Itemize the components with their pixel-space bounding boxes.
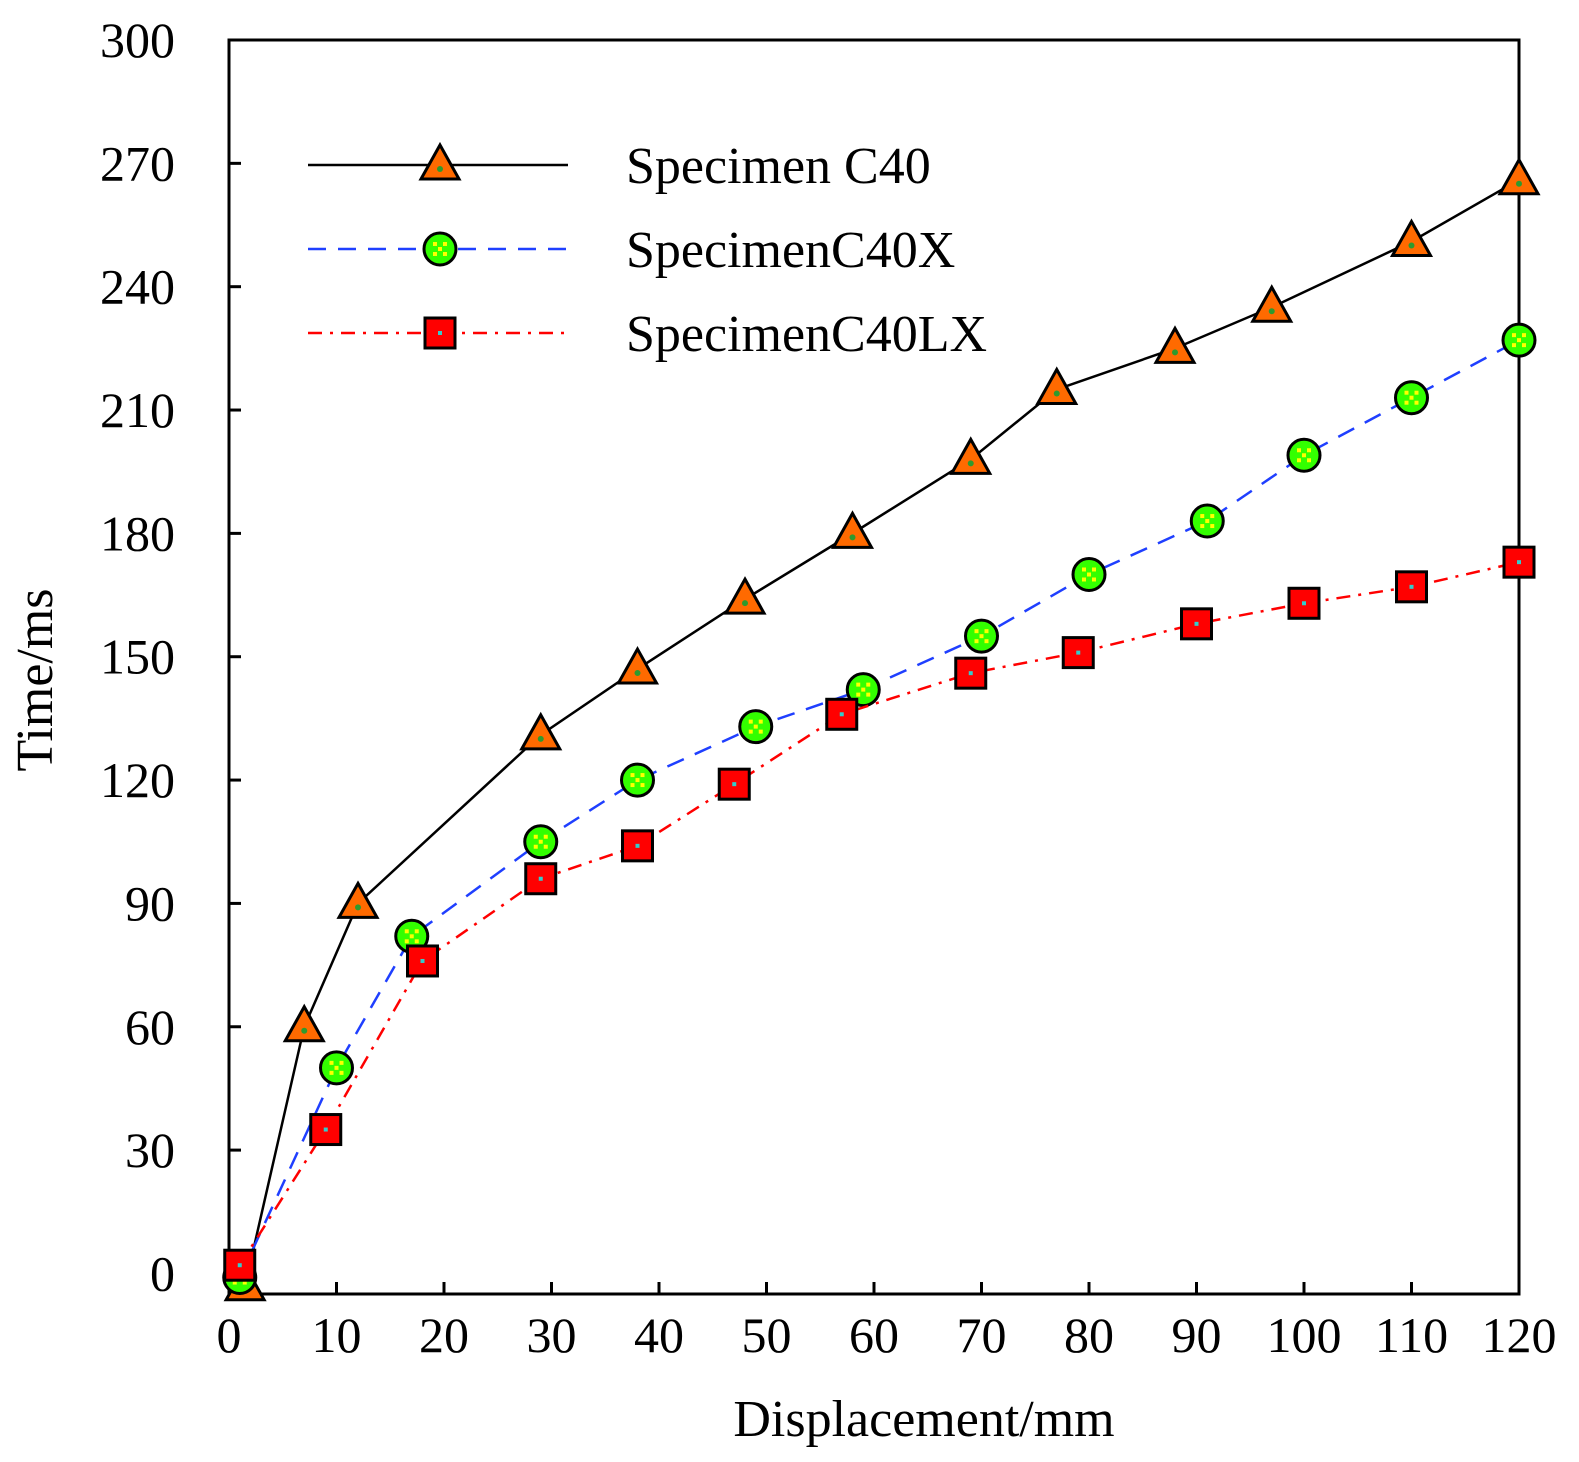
- x-tick-label-80: 80: [1064, 1307, 1114, 1363]
- series-1-point-1: [319, 1050, 354, 1086]
- y-tick-label-120: 120: [100, 752, 175, 808]
- series-1-point-8: [1071, 556, 1107, 592]
- series-0-point-5: [723, 576, 767, 615]
- y-tick-label-180: 180: [100, 505, 175, 561]
- series-0-point-11: [1389, 218, 1434, 257]
- series-2-point-4: [621, 829, 654, 863]
- series-2-point-8: [1061, 636, 1095, 670]
- series-2-point-12: [1502, 545, 1536, 579]
- series-2-point-5: [717, 767, 751, 801]
- legend-marker-1: [422, 231, 458, 267]
- legend-label-1: SpecimenC40X: [626, 222, 955, 279]
- series-1-point-3: [523, 824, 559, 860]
- series-1-point-11: [1394, 380, 1429, 416]
- x-tick-label-90: 90: [1172, 1307, 1222, 1363]
- series-line-2: [238, 560, 1520, 1266]
- y-axis-title: Time/ms: [7, 588, 64, 771]
- y-tick-label-60: 60: [125, 999, 175, 1055]
- legend-label-0: Specimen C40: [626, 138, 931, 195]
- series-0-point-7: [949, 436, 993, 475]
- x-tick-label-50: 50: [742, 1307, 792, 1363]
- series-0-point-8: [1035, 366, 1079, 405]
- legend-label-2: SpecimenC40LX: [626, 306, 987, 363]
- series-2-point-3: [524, 862, 558, 896]
- y-tick-label-240: 240: [100, 259, 175, 315]
- series-0-point-12: [1497, 156, 1541, 196]
- y-tick-label-270: 270: [100, 135, 175, 191]
- x-tick-label-20: 20: [419, 1307, 469, 1363]
- x-tick-label-0: 0: [217, 1307, 242, 1363]
- series-layer: [222, 156, 1541, 1302]
- y-tick-label-210: 210: [100, 382, 175, 438]
- legend-marker-0: [418, 141, 462, 181]
- series-1-point-6: [845, 672, 881, 708]
- y-tick-label-30: 30: [125, 1122, 175, 1178]
- y-tick-label-0: 0: [150, 1245, 175, 1301]
- series-1-point-10: [1286, 437, 1322, 473]
- series-0-point-9: [1153, 325, 1197, 364]
- series-2-point-6: [825, 697, 859, 731]
- series-0: [223, 156, 1541, 1302]
- series-1-point-5: [738, 709, 774, 745]
- y-tick-label-150: 150: [100, 629, 175, 685]
- x-tick-label-10: 10: [312, 1307, 362, 1363]
- x-tick-label-110: 110: [1375, 1307, 1448, 1363]
- y-tick-label-300: 300: [100, 12, 175, 68]
- series-0-point-1: [282, 1003, 326, 1043]
- series-line-1: [238, 339, 1520, 1279]
- legend-marker-2: [423, 316, 457, 350]
- legend-item-0: Specimen C40: [308, 138, 931, 195]
- series-2-point-10: [1287, 586, 1321, 620]
- x-axis-title: Displacement/mm: [733, 1391, 1114, 1448]
- series-2-point-9: [1180, 607, 1213, 641]
- series-1-point-7: [964, 618, 999, 654]
- series-1-point-9: [1189, 503, 1225, 539]
- series-1: [222, 322, 1537, 1296]
- series-2: [223, 545, 1536, 1282]
- series-0-point-4: [615, 645, 660, 685]
- series-2-point-2: [406, 944, 439, 978]
- series-0-point-2: [336, 880, 380, 919]
- series-1-point-4: [620, 762, 655, 798]
- series-0-point-10: [1250, 284, 1294, 323]
- x-tick-label-30: 30: [527, 1307, 577, 1363]
- legend: Specimen C40 SpecimenC40X SpecimenC40LX: [308, 138, 987, 363]
- legend-item-2: SpecimenC40LX: [308, 306, 987, 363]
- x-tick-label-70: 70: [957, 1307, 1007, 1363]
- series-2-point-7: [954, 656, 988, 690]
- axes: 0 10 20 30 40 50 60 70 80 90 100 110 120 0 30 60 90 120 15…: [100, 12, 1557, 1363]
- x-tick-label-60: 60: [849, 1307, 899, 1363]
- x-tick-label-40: 40: [634, 1307, 684, 1363]
- series-0-point-3: [519, 711, 563, 751]
- series-1-point-12: [1501, 322, 1537, 358]
- x-tick-label-120: 120: [1482, 1307, 1557, 1363]
- series-2-point-1: [309, 1113, 343, 1147]
- series-2-point-11: [1395, 570, 1428, 604]
- legend-item-1: SpecimenC40X: [308, 222, 955, 279]
- x-tick-label-100: 100: [1267, 1307, 1342, 1363]
- series-0-point-6: [830, 510, 875, 549]
- series-2-point-0: [223, 1248, 257, 1282]
- y-tick-label-90: 90: [125, 875, 175, 931]
